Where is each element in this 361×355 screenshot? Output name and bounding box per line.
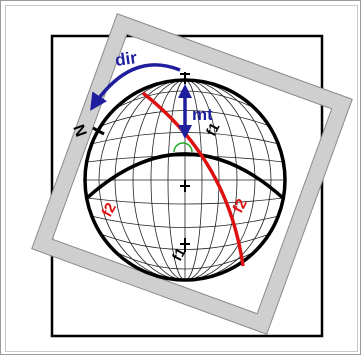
black-plane-arc	[85, 152, 285, 200]
outer-square-frame	[50, 34, 324, 338]
mt-label: mt	[192, 105, 213, 124]
stereonet-grid	[85, 80, 285, 280]
red-plane-f2	[141, 91, 245, 267]
curved-arrow-icon	[90, 63, 181, 111]
north-tick	[92, 126, 105, 136]
green-intersection-marker	[173, 142, 193, 153]
dir-label: dir	[114, 48, 139, 70]
double-headed-arrow-icon	[178, 84, 192, 139]
north-label: N	[69, 123, 89, 140]
f1-trace	[180, 72, 190, 252]
